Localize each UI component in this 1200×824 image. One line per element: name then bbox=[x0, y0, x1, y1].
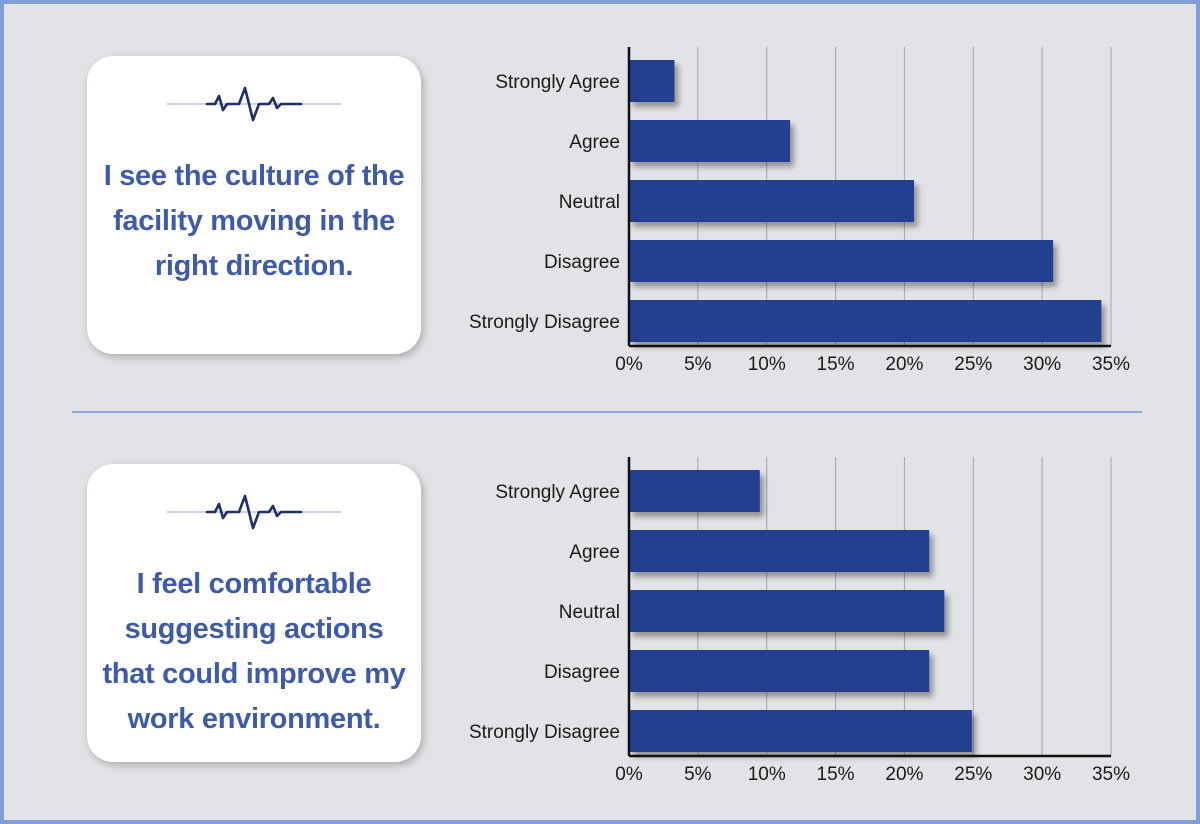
category-label: Strongly Disagree bbox=[469, 722, 620, 743]
bar bbox=[629, 180, 915, 222]
statement-line: right direction. bbox=[154, 250, 354, 282]
bar-chart-2: Strongly Agree Agree Neutral Disagree Strong… bbox=[469, 457, 1130, 785]
statement-card-2: I feel comfortable suggesting actions th… bbox=[87, 464, 421, 762]
statement-card-1: I see the culture of the facility moving… bbox=[87, 56, 421, 354]
statement-line: I feel comfortable bbox=[136, 568, 372, 600]
x-tick-label: 10% bbox=[748, 764, 786, 785]
x-tick-label: 5% bbox=[684, 764, 712, 785]
statement-line: I see the culture of the bbox=[103, 160, 405, 192]
x-tick-label: 25% bbox=[954, 354, 992, 375]
category-label: Agree bbox=[569, 542, 620, 563]
statement-text-1: I see the culture of the facility moving… bbox=[87, 154, 421, 289]
x-tick-label: 25% bbox=[954, 764, 992, 785]
x-tick-label: 20% bbox=[885, 764, 923, 785]
bar bbox=[629, 590, 945, 632]
category-label: Strongly Disagree bbox=[469, 312, 620, 333]
category-label: Strongly Agree bbox=[495, 72, 620, 93]
bar bbox=[629, 470, 760, 512]
bar bbox=[629, 530, 930, 572]
category-label: Disagree bbox=[544, 662, 620, 683]
bar bbox=[629, 120, 791, 162]
x-tick-label: 30% bbox=[1023, 354, 1061, 375]
x-tick-label: 30% bbox=[1023, 764, 1061, 785]
x-tick-label: 0% bbox=[615, 764, 643, 785]
bar-chart-1: Strongly Agree Agree Neutral Disagree Strong… bbox=[469, 47, 1130, 375]
x-tick-label: 0% bbox=[615, 354, 643, 375]
bar bbox=[629, 300, 1102, 342]
heartbeat-icon bbox=[167, 86, 341, 122]
x-tick-label: 35% bbox=[1092, 354, 1130, 375]
section-divider bbox=[72, 411, 1142, 413]
bar bbox=[629, 60, 675, 102]
x-tick-label: 35% bbox=[1092, 764, 1130, 785]
x-tick-label: 5% bbox=[684, 354, 712, 375]
x-tick-label: 10% bbox=[748, 354, 786, 375]
statement-line: work environment. bbox=[127, 703, 381, 735]
statement-line: facility moving in the bbox=[113, 205, 395, 237]
x-tick-label: 15% bbox=[817, 764, 855, 785]
statement-line: that could improve my bbox=[102, 658, 406, 690]
x-tick-label: 20% bbox=[885, 354, 923, 375]
category-label: Neutral bbox=[559, 192, 620, 213]
statement-text-2: I feel comfortable suggesting actions th… bbox=[87, 562, 421, 742]
category-label: Disagree bbox=[544, 252, 620, 273]
bar bbox=[629, 650, 930, 692]
bar bbox=[629, 240, 1054, 282]
category-label: Agree bbox=[569, 132, 620, 153]
category-label: Neutral bbox=[559, 602, 620, 623]
bar bbox=[629, 710, 972, 752]
heartbeat-icon bbox=[167, 494, 341, 530]
category-label: Strongly Agree bbox=[495, 482, 620, 503]
x-tick-label: 15% bbox=[817, 354, 855, 375]
statement-line: suggesting actions bbox=[124, 613, 384, 645]
